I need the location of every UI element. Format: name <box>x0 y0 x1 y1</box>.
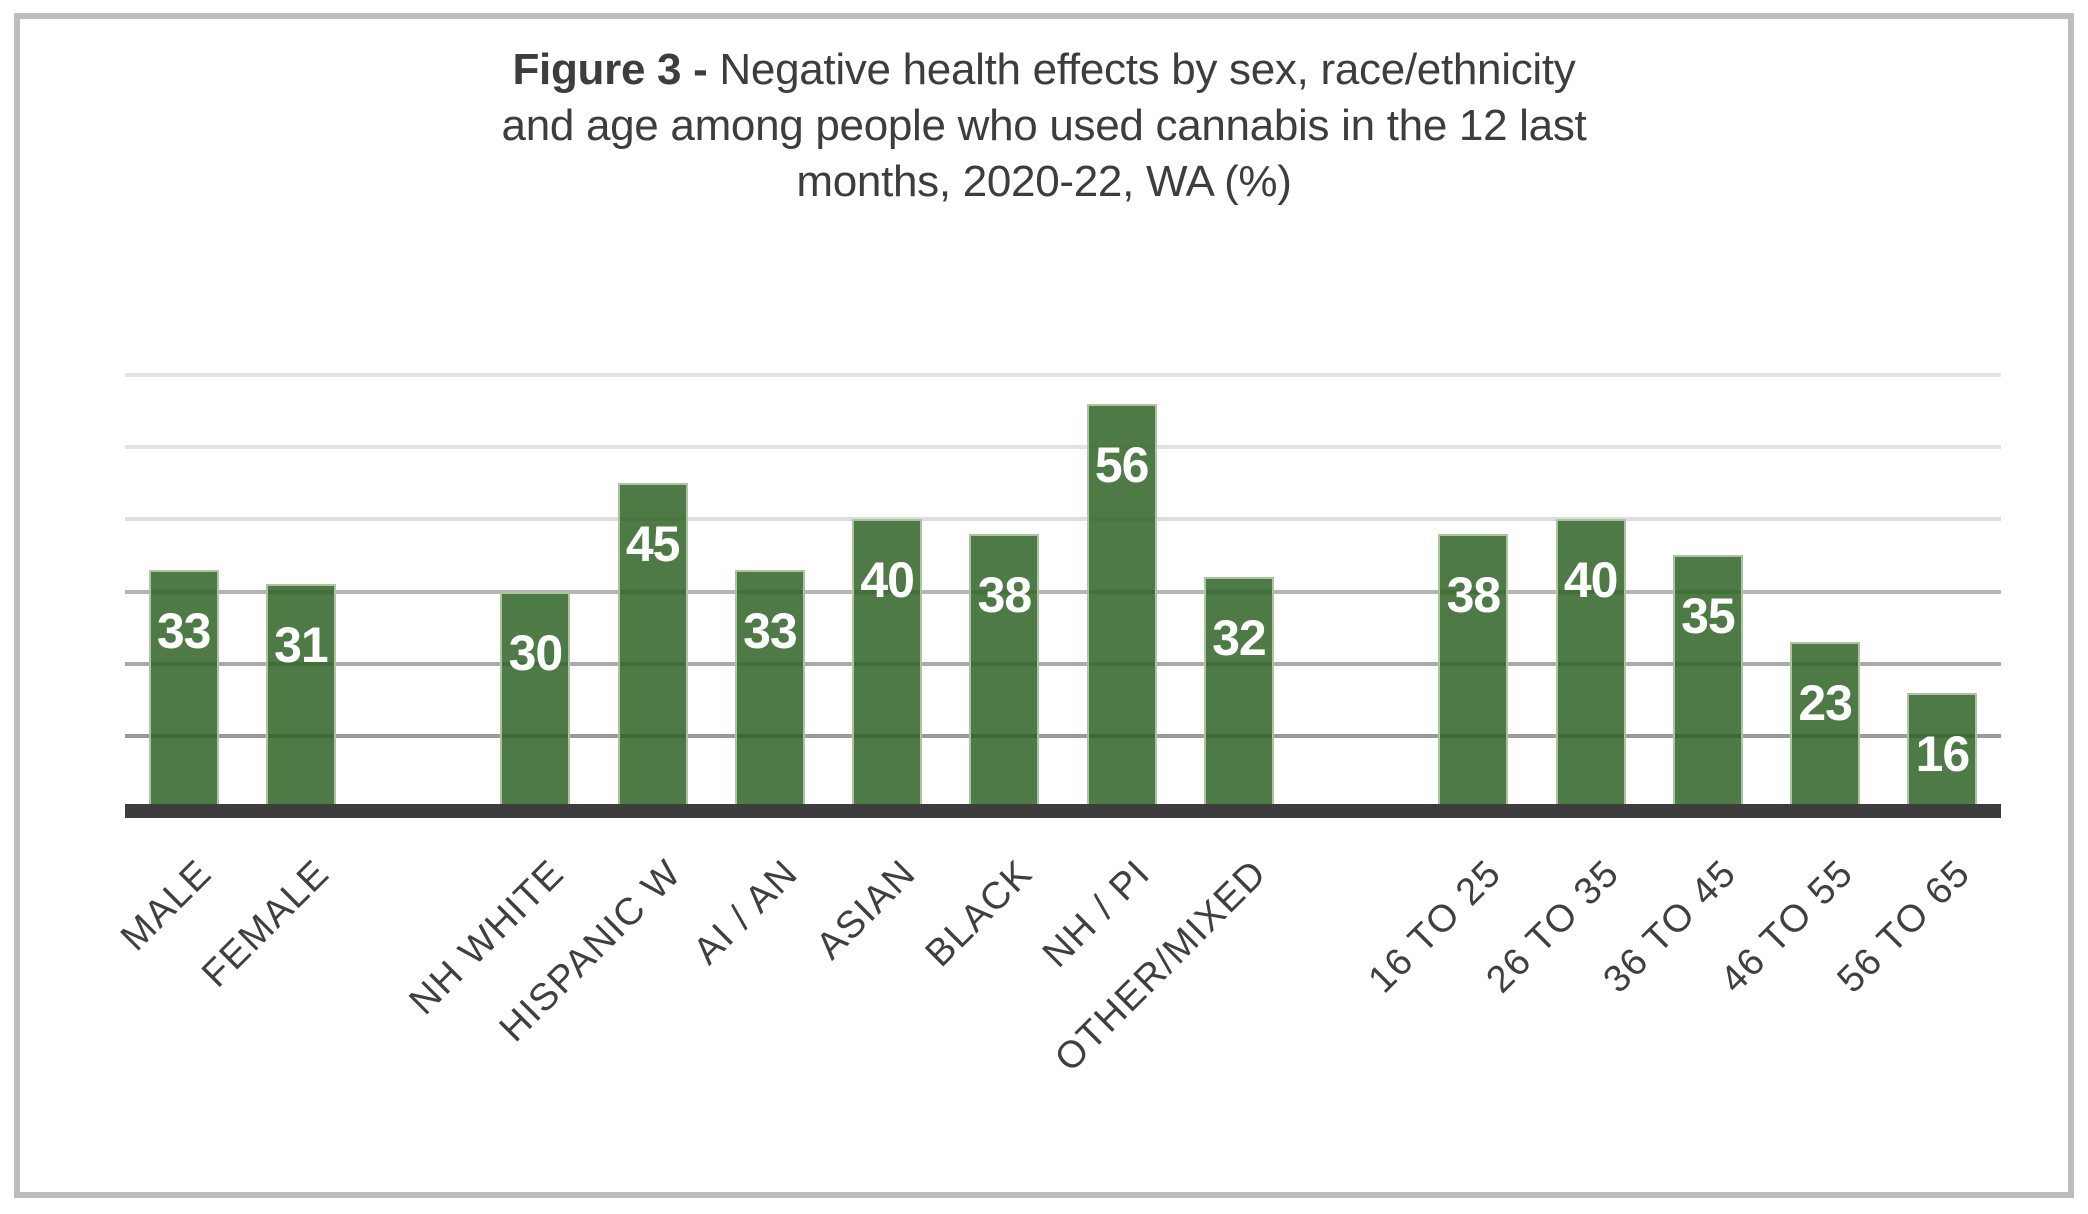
bar-value-label: 32 <box>1212 610 1267 667</box>
bar: 23 <box>1790 642 1861 808</box>
bar: 38 <box>969 533 1040 808</box>
bar: 30 <box>500 591 571 808</box>
bar-value-label: 30 <box>508 624 564 681</box>
bar-value-label: 33 <box>156 602 212 659</box>
chart-title-line-3: months, 2020-22, WA (%) <box>796 157 1292 206</box>
chart-title-figure-label: Figure 3 - <box>512 45 720 94</box>
gridline <box>125 445 2001 450</box>
chart-title-line-2: and age among people who used cannabis i… <box>501 101 1587 150</box>
bar-value-label: 33 <box>743 602 798 659</box>
plot-area: 33 31 30 45 33 40 38 56 32 38 40 35 23 16 <box>125 373 2001 808</box>
bar: 45 <box>617 483 688 808</box>
bar: 56 <box>1086 403 1157 808</box>
bar: 40 <box>852 519 923 808</box>
bar-value-label: 16 <box>1915 725 1971 782</box>
bar-value-label: 40 <box>860 552 915 609</box>
bar: 38 <box>1438 533 1509 808</box>
bar: 40 <box>1555 519 1626 808</box>
bar-value-label: 45 <box>625 516 681 573</box>
gridline <box>125 517 2001 522</box>
bar-value-label: 40 <box>1563 552 1619 609</box>
bar: 33 <box>734 569 805 808</box>
bar: 33 <box>148 569 219 808</box>
gridline <box>125 733 2001 738</box>
bar-value-label: 38 <box>1446 566 1502 623</box>
bar-value-label: 23 <box>1798 675 1853 732</box>
gridline <box>125 373 2001 377</box>
chart-title-line-1: Figure 3 - Negative health effects by se… <box>394 42 1694 98</box>
x-axis-line <box>125 804 2001 818</box>
bar-value-label: 35 <box>1681 588 1736 645</box>
bar: 31 <box>265 584 336 808</box>
bar: 32 <box>1203 577 1274 808</box>
gridline <box>125 589 2001 594</box>
chart-title-line-1-text: Negative health effects by sex, race/eth… <box>719 45 1576 94</box>
bar: 16 <box>1907 692 1978 808</box>
bar-value-label: 31 <box>274 617 329 674</box>
bar: 35 <box>1672 555 1743 808</box>
bar-value-label: 38 <box>977 566 1033 623</box>
chart-title: Figure 3 - Negative health effects by se… <box>394 42 1694 210</box>
bar-value-label: 56 <box>1094 436 1150 493</box>
gridline <box>125 661 2001 666</box>
